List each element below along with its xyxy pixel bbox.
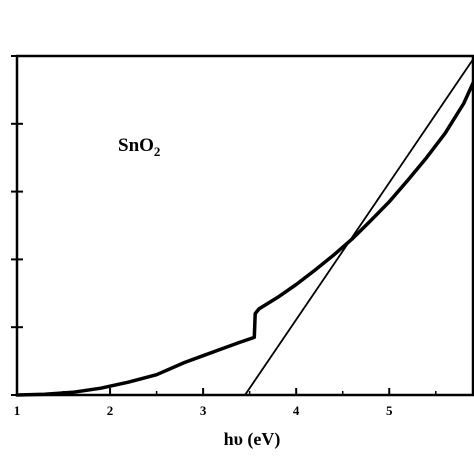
x-tick-label-4: 5 — [386, 403, 393, 418]
x-axis-label: hυ (eV) — [224, 429, 281, 450]
series-layer — [15, 58, 474, 397]
x-tick-label-1: 2 — [107, 403, 114, 418]
x-tick-label-2: 3 — [200, 403, 207, 418]
tangent-line — [244, 58, 474, 396]
x-tick-label-0: 1 — [14, 403, 21, 418]
absorption-curve — [15, 81, 474, 397]
sample-label: SnO2 — [118, 135, 160, 159]
plot-frame — [15, 54, 474, 397]
x-tick-label-3: 4 — [293, 403, 300, 418]
